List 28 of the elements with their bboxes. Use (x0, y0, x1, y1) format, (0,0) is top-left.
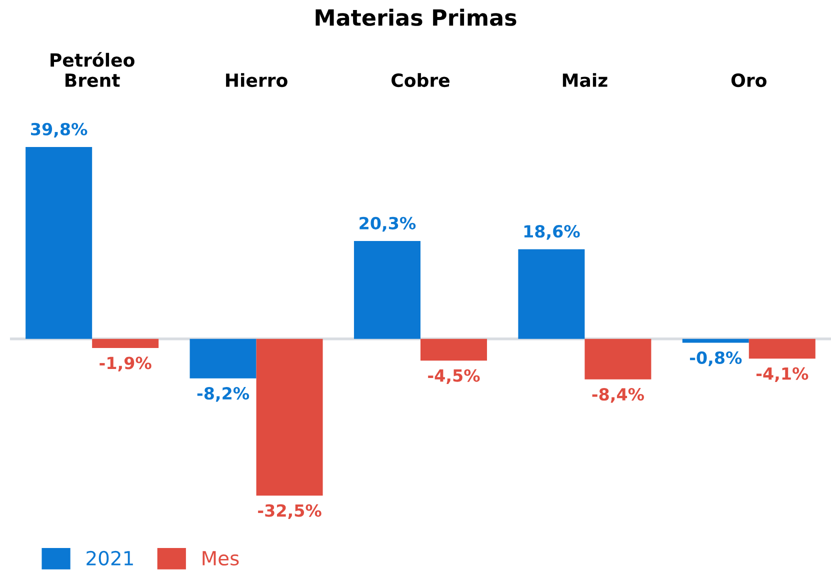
data-label: -4,5% (428, 369, 480, 384)
bar (420, 338, 487, 361)
x-tick-label: Maiz (562, 73, 608, 88)
x-tick-label: Hierro (226, 73, 288, 88)
data-label: 39,8% (31, 122, 88, 138)
data-label: -0,8% (690, 351, 742, 366)
x-tick-label: Oro (731, 73, 766, 88)
data-label: -8,4% (592, 388, 644, 403)
legend-label: Mes (202, 551, 239, 566)
legend-label: 2021 (86, 550, 133, 566)
bar (584, 338, 652, 380)
bar (256, 338, 323, 496)
data-label: 20,3% (360, 216, 416, 232)
chart-title: Materias Primas (316, 8, 516, 26)
data-label: -4,1% (756, 367, 808, 382)
data-label: -32,5% (258, 504, 322, 519)
x-tick-label: Petróleo Brent (50, 52, 134, 88)
bar (26, 146, 92, 339)
bar (518, 249, 585, 339)
data-label: 18,6% (524, 225, 580, 240)
bar (748, 338, 816, 359)
data-label: -8,2% (197, 387, 250, 402)
data-label: -1,9% (100, 356, 152, 372)
bar (354, 241, 420, 339)
bar (190, 338, 256, 378)
bar (92, 338, 159, 348)
x-tick-label: Cobre (392, 73, 450, 88)
bar (682, 338, 749, 343)
